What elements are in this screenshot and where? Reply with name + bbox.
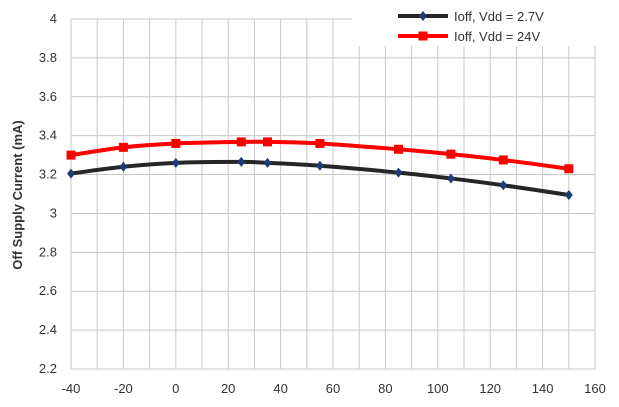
data-point <box>498 155 508 165</box>
data-point <box>499 180 508 191</box>
data-point <box>446 173 455 184</box>
data-point <box>564 164 574 174</box>
data-point <box>394 144 403 154</box>
data-point <box>119 161 128 172</box>
x-tick-label: 0 <box>172 381 179 396</box>
series-1 <box>67 156 573 200</box>
x-tick-label: 60 <box>326 381 340 396</box>
x-tick-label: 100 <box>427 381 449 396</box>
legend-label: Ioff, Vdd = 2.7V <box>454 9 544 24</box>
y-tick-label: 3.4 <box>39 128 57 143</box>
grid <box>70 18 596 370</box>
legend: Ioff, Vdd = 2.7V Ioff, Vdd = 24V <box>352 4 614 46</box>
data-point <box>171 138 181 148</box>
series-line <box>69 139 571 171</box>
x-tick-label: 120 <box>479 381 501 396</box>
data-point <box>67 168 75 179</box>
tick-labels: -40 -20 0 20 40 60 80 100 120 140 160 2.2 2.4 2.6 2.8 3… <box>39 11 606 396</box>
x-tick-label: -20 <box>114 381 133 396</box>
legend-entry: Ioff, Vdd = 2.7V <box>398 9 544 24</box>
x-tick-label: 40 <box>273 381 287 396</box>
data-point <box>315 138 325 148</box>
data-point <box>118 142 128 152</box>
y-tick-label: 2.2 <box>39 361 57 376</box>
x-tick-label: 20 <box>221 381 235 396</box>
x-tick-label: 140 <box>532 381 554 396</box>
y-tick-label: 2.8 <box>39 244 57 259</box>
y-tick-label: 3.6 <box>39 89 57 104</box>
x-tick-label: 80 <box>378 381 392 396</box>
legend-box <box>352 4 614 46</box>
legend-entry: Ioff, Vdd = 24V <box>398 29 540 44</box>
series-2 <box>66 137 574 174</box>
y-tick-label: 3.2 <box>39 167 57 182</box>
data-point <box>236 137 246 147</box>
data-point <box>446 149 456 159</box>
y-axis-title: Off Supply Current (mA) <box>10 120 25 270</box>
y-tick-label: 3 <box>50 205 57 220</box>
data-point <box>237 156 246 167</box>
data-point <box>315 160 324 171</box>
y-tick-label: 3.8 <box>39 50 57 65</box>
series <box>66 137 574 200</box>
series-line <box>69 159 571 197</box>
data-point <box>564 189 573 200</box>
data-point <box>66 150 76 160</box>
x-tick-label: -40 <box>62 381 81 396</box>
y-tick-label: 2.6 <box>39 283 57 298</box>
x-tick-label: 160 <box>584 381 606 396</box>
y-tick-label: 2.4 <box>39 322 57 337</box>
legend-marker <box>418 31 428 41</box>
legend-label: Ioff, Vdd = 24V <box>454 29 540 44</box>
data-point <box>263 137 272 147</box>
y-tick-label: 4 <box>50 11 57 26</box>
data-point <box>263 157 272 168</box>
legend-marker <box>419 11 427 21</box>
data-point <box>394 167 403 178</box>
data-point <box>171 157 180 168</box>
